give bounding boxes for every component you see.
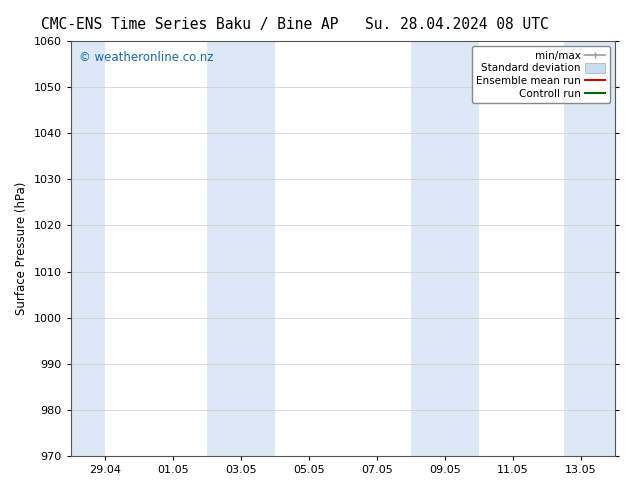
Text: © weatheronline.co.nz: © weatheronline.co.nz xyxy=(79,51,214,64)
Y-axis label: Surface Pressure (hPa): Surface Pressure (hPa) xyxy=(15,182,28,315)
Bar xyxy=(411,41,479,456)
Text: Su. 28.04.2024 08 UTC: Su. 28.04.2024 08 UTC xyxy=(365,17,548,32)
Bar xyxy=(71,41,105,456)
Text: CMC-ENS Time Series Baku / Bine AP: CMC-ENS Time Series Baku / Bine AP xyxy=(41,17,339,32)
Legend: min/max, Standard deviation, Ensemble mean run, Controll run: min/max, Standard deviation, Ensemble me… xyxy=(472,46,610,103)
Bar xyxy=(207,41,275,456)
Bar xyxy=(564,41,615,456)
